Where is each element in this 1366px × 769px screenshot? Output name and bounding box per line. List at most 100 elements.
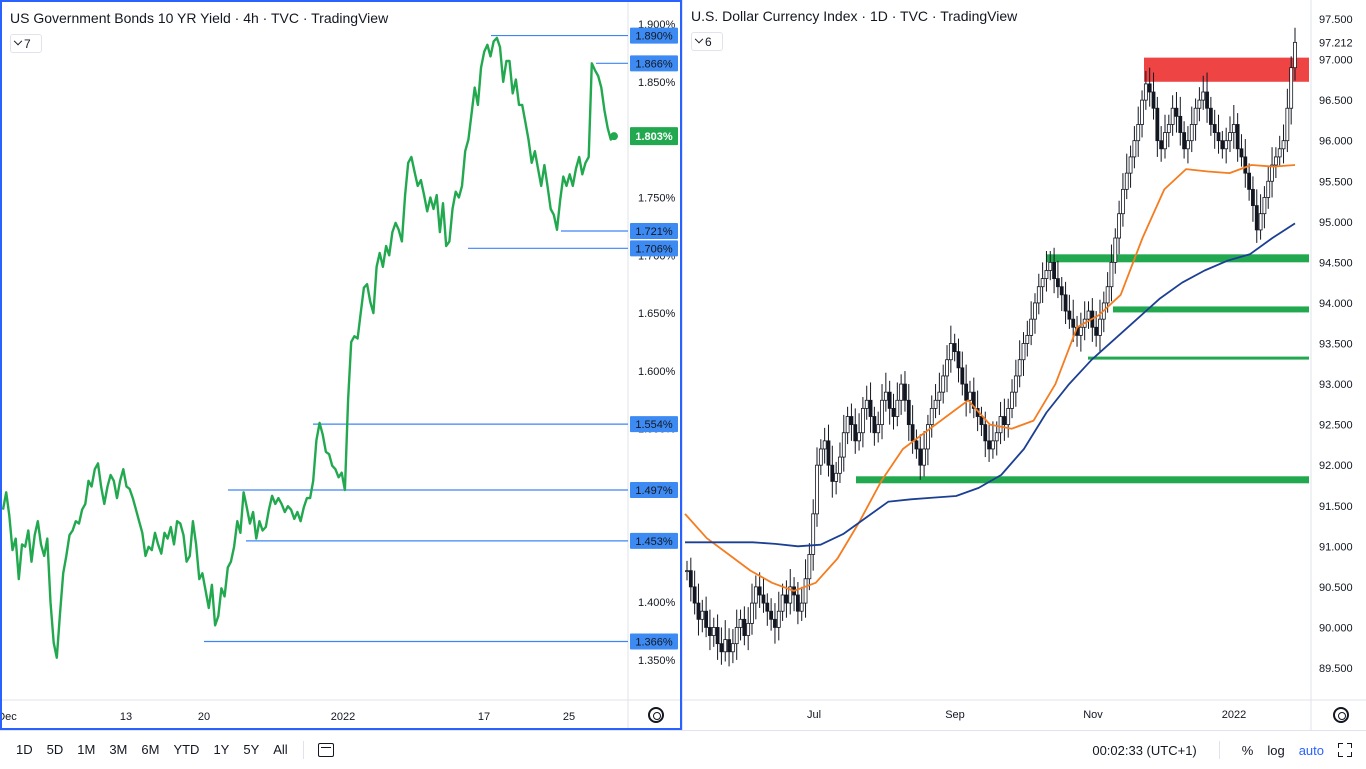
time-axis-tick: 20: [198, 711, 210, 723]
range-button-1m[interactable]: 1M: [77, 742, 96, 757]
toolbar-divider: [302, 740, 304, 759]
range-button-5d[interactable]: 5D: [46, 742, 64, 757]
price-axis-tick: 91.000: [1319, 541, 1353, 553]
candle-body: [1151, 91, 1156, 109]
clock-timezone[interactable]: 00:02:33 (UTC+1): [1092, 742, 1197, 758]
candle-body: [1293, 41, 1297, 69]
time-axis-tick: 2022: [1222, 709, 1246, 721]
range-button-ytd[interactable]: YTD: [173, 742, 200, 757]
candle-body: [1235, 124, 1240, 150]
yield-chart-pane[interactable]: US Government Bonds 10 YR Yield · 4h · T…: [0, 0, 682, 730]
candle-body: [876, 424, 881, 434]
price-level-tag-text: 1.554%: [635, 419, 673, 431]
yield-line-series: [2, 36, 615, 659]
range-button-all[interactable]: All: [273, 742, 288, 757]
candle-body: [922, 448, 926, 466]
candle-body: [1201, 91, 1206, 101]
candle-body: [1208, 107, 1213, 125]
candle-body: [1273, 156, 1278, 166]
candle-body: [1205, 91, 1209, 109]
candle-body: [1017, 359, 1022, 377]
settings-gear-icon[interactable]: [648, 707, 664, 723]
price-axis-tick: 1.600%: [638, 366, 676, 378]
candle-body: [926, 424, 930, 450]
candle-body: [1239, 148, 1244, 158]
candle-body: [948, 343, 953, 361]
candle-body: [1193, 107, 1198, 125]
candle-body: [1155, 107, 1160, 142]
candle-body: [1105, 286, 1110, 304]
price-level-tag: [630, 55, 678, 72]
candle-body: [956, 351, 961, 369]
candle-body: [895, 399, 900, 417]
price-axis-tick: 96.500: [1319, 95, 1353, 107]
log-toggle[interactable]: log: [1267, 742, 1285, 758]
time-axis-tick: 25: [563, 711, 575, 723]
candle-body: [1052, 261, 1056, 280]
price-level-tag: [630, 416, 678, 433]
candle-body: [1029, 318, 1034, 336]
price-level-tag: [630, 240, 678, 257]
candle-body: [906, 399, 911, 426]
candle-body: [1013, 375, 1018, 393]
range-button-5y[interactable]: 5Y: [243, 742, 260, 757]
candle-body: [685, 570, 689, 573]
last-price-dot: [610, 132, 618, 141]
auto-scale-toggle[interactable]: auto: [1298, 742, 1324, 758]
dxy-chart-pane[interactable]: U.S. Dollar Currency Index · 1D · TVC · …: [682, 0, 1366, 730]
candle-body: [811, 513, 816, 555]
settings-gear-icon[interactable]: [1333, 707, 1349, 723]
candle-body: [864, 399, 869, 409]
price-level-tag-text: 1.453%: [635, 536, 673, 548]
range-button-6m[interactable]: 6M: [141, 742, 160, 757]
candle-body: [1025, 334, 1030, 344]
candle-body: [838, 456, 842, 474]
price-axis-tick: 97.212: [1319, 37, 1353, 49]
candle-body: [734, 627, 739, 645]
dxy-chart-canvas[interactable]: 97.500 97.212 97.000 96.500 96.000 95.500 95.0…: [683, 0, 1366, 730]
candle-body: [891, 407, 896, 417]
candle-body: [1285, 107, 1290, 142]
price-axis-tick: 95.500: [1319, 176, 1353, 188]
support-level: [1113, 306, 1309, 313]
calendar-icon[interactable]: [317, 742, 334, 757]
candle-body: [883, 391, 888, 401]
percent-toggle[interactable]: %: [1241, 742, 1254, 758]
candle-body: [723, 639, 728, 653]
candle-body: [1170, 107, 1175, 125]
candle-body: [1266, 180, 1271, 198]
support-level: [1088, 356, 1309, 360]
toolbar-divider: [1218, 741, 1220, 759]
candle-body: [1124, 172, 1129, 190]
indicator-legend-toggle[interactable]: 6: [691, 32, 723, 51]
time-axis-tick: Nov: [1083, 709, 1103, 721]
resistance-zone: [1144, 57, 1309, 82]
price-level-tag-text: 1.890%: [635, 31, 673, 43]
yield-chart-canvas[interactable]: 1.900%1.850%1.800%1.750%1.700%1.650%1.60…: [2, 2, 680, 728]
candle-body: [773, 618, 777, 628]
candle-body: [960, 367, 965, 385]
candle-body: [696, 602, 701, 620]
candle-body: [1270, 164, 1274, 182]
candle-body: [1002, 416, 1007, 426]
candle-body: [929, 407, 934, 426]
candle-body: [983, 424, 988, 442]
indicator-legend-toggle[interactable]: 7: [10, 34, 42, 53]
range-button-1y[interactable]: 1Y: [213, 742, 230, 757]
candle-body: [1189, 124, 1194, 142]
candle-body: [880, 399, 884, 426]
fullscreen-icon[interactable]: [1338, 743, 1352, 757]
candle-body: [753, 586, 758, 604]
candle-body: [1262, 197, 1267, 215]
range-button-3m[interactable]: 3M: [109, 742, 128, 757]
price-axis-tick: 90.000: [1319, 622, 1353, 634]
candle-body: [941, 375, 946, 393]
candle-body: [1182, 132, 1187, 150]
candle-body: [933, 399, 938, 409]
price-level-tag-text: 1.366%: [635, 636, 673, 648]
range-button-1d[interactable]: 1D: [16, 742, 33, 757]
candle-body: [914, 440, 919, 450]
candle-body: [1117, 213, 1122, 239]
candle-body: [1247, 172, 1252, 190]
candle-body: [910, 424, 915, 442]
